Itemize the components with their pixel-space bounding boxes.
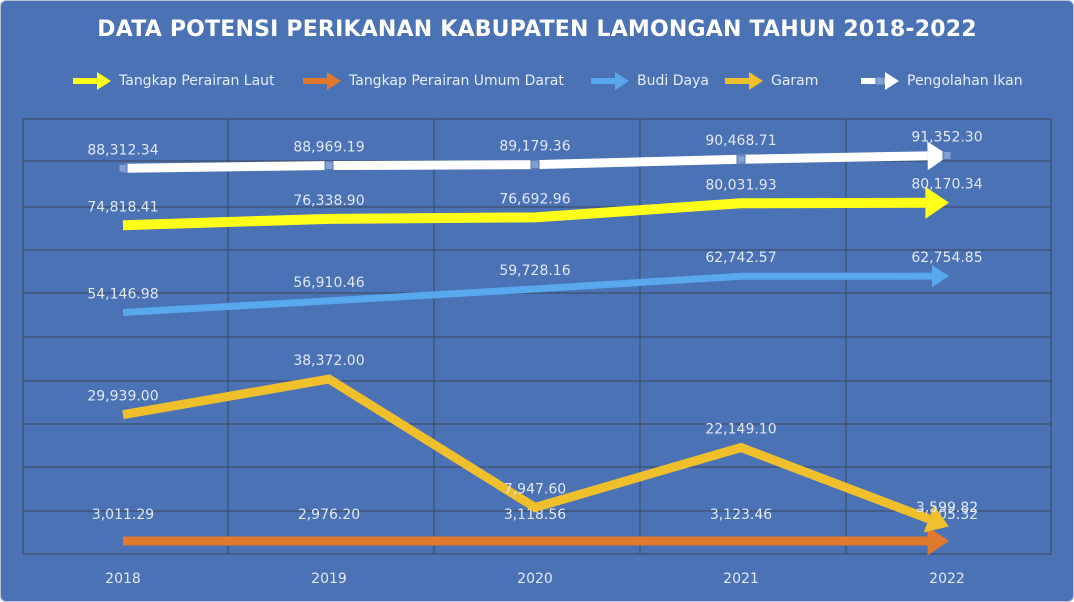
- series-line: [122, 151, 928, 173]
- legend-arrow-icon: [725, 72, 763, 90]
- data-label: 56,910.46: [293, 275, 364, 291]
- data-label: 54,146.98: [87, 286, 158, 302]
- legend-label: Pengolahan Ikan: [907, 73, 1023, 89]
- legend-arrow-icon: [861, 72, 899, 90]
- data-label: 2,976.20: [298, 507, 360, 523]
- x-tick-label: 2019: [311, 571, 347, 587]
- series-arrowhead: [925, 186, 949, 219]
- data-label: 90,468.71: [705, 133, 776, 149]
- chart-title: DATA POTENSI PERIKANAN KABUPATEN LAMONGA…: [97, 17, 977, 42]
- data-label: 62,754.85: [911, 250, 982, 266]
- legend-label: Tangkap Perairan Umum Darat: [349, 73, 564, 89]
- data-point-marker: [942, 150, 952, 160]
- x-tick-label: 2018: [105, 571, 141, 587]
- data-label: 88,312.34: [87, 142, 158, 158]
- data-label: 3,011.29: [92, 507, 154, 523]
- legend-item-tangkap-perairan-laut: Tangkap Perairan Laut: [71, 69, 275, 93]
- legend-label: Budi Daya: [637, 73, 709, 89]
- series-pengolahan-ikan: [118, 141, 952, 173]
- legend-label: Tangkap Perairan Laut: [119, 73, 275, 89]
- data-point-marker: [530, 160, 540, 170]
- legend-label: Garam: [771, 73, 819, 89]
- data-label: 76,692.96: [499, 191, 570, 207]
- data-label: 59,728.16: [499, 263, 570, 279]
- data-point-marker: [736, 154, 746, 164]
- data-label: 80,170.34: [911, 177, 982, 193]
- legend-arrow-icon: [303, 72, 341, 90]
- series-budi-daya: [122, 264, 949, 316]
- x-tick-label: 2022: [929, 571, 965, 587]
- series-arrowhead: [923, 505, 949, 533]
- series-line: [122, 374, 931, 524]
- data-label: 3,118.56: [504, 507, 566, 523]
- legend-item-pengolahan-ikan: Pengolahan Ikan: [859, 69, 1023, 93]
- data-point-marker: [118, 163, 128, 173]
- series-garam: [122, 374, 949, 533]
- legend-item-garam: Garam: [723, 69, 818, 93]
- series-tangkap-perairan-umum-darat: [123, 526, 949, 556]
- data-label: 38,372.00: [293, 353, 364, 369]
- data-label: 22,149.10: [705, 422, 776, 438]
- series-line: [122, 272, 932, 316]
- data-label: 88,969.19: [293, 140, 364, 156]
- data-label: 3,599.82: [916, 500, 978, 516]
- x-tick-label: 2021: [723, 571, 759, 587]
- legend-arrow-icon: [73, 72, 111, 90]
- data-label: 89,179.36: [499, 139, 570, 155]
- legend: Tangkap Perairan Laut Tangkap Perairan Um…: [1, 69, 1073, 93]
- data-label: 62,742.57: [705, 250, 776, 266]
- legend-arrow-icon: [591, 72, 629, 90]
- data-label: 3,123.46: [710, 507, 772, 523]
- data-label: 29,939.00: [87, 389, 158, 405]
- legend-item-budi-daya: Budi Daya: [589, 69, 709, 93]
- data-label: 76,338.90: [293, 193, 364, 209]
- data-label: 7,947.60: [504, 481, 566, 497]
- series-arrowhead: [931, 264, 949, 288]
- data-point-marker: [324, 161, 334, 171]
- data-label: 91,352.30: [911, 129, 982, 145]
- data-label: 80,031.93: [705, 177, 776, 193]
- data-label: 74,818.41: [87, 199, 158, 215]
- series-tangkap-perairan-laut: [122, 186, 949, 231]
- series-arrowhead: [927, 141, 949, 171]
- series-line: [122, 197, 926, 231]
- series-arrowhead: [927, 526, 949, 556]
- x-tick-label: 2020: [517, 571, 553, 587]
- legend-item-tangkap-perairan-umum-darat: Tangkap Perairan Umum Darat: [301, 69, 564, 93]
